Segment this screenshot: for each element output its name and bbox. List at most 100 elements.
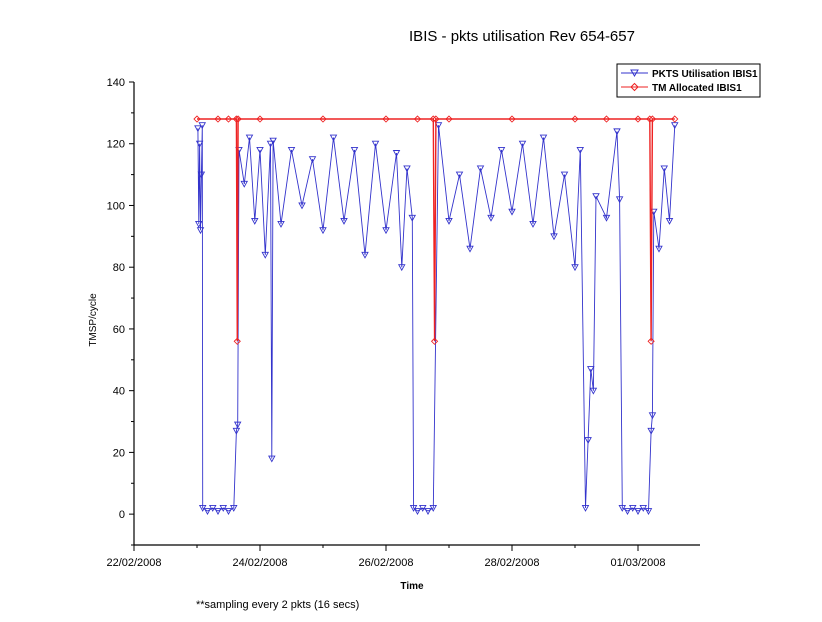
legend: PKTS Utilisation IBIS1 TM Allocated IBIS…: [616, 63, 761, 98]
legend-label-tm: TM Allocated IBIS1: [652, 83, 742, 94]
data-point: [466, 245, 474, 253]
data-point: [429, 505, 438, 512]
plot-area: [193, 115, 679, 515]
data-point: [203, 508, 212, 515]
data-point: [508, 115, 516, 123]
data-point: [581, 505, 590, 512]
data-point: [214, 115, 222, 123]
data-point: [382, 115, 390, 123]
data-point: [340, 217, 348, 225]
data-point: [576, 146, 585, 154]
data-point: [655, 245, 663, 253]
data-point: [539, 134, 548, 142]
data-point: [647, 427, 655, 435]
data-point: [476, 165, 485, 173]
data-point: [298, 202, 306, 210]
data-point: [195, 140, 204, 148]
series-pkts-utilisation: [194, 122, 679, 515]
data-point: [232, 427, 241, 435]
data-point: [550, 233, 558, 241]
data-point: [361, 251, 369, 259]
series-line: [197, 118, 675, 342]
data-point: [445, 217, 453, 225]
chart-title: IBIS - pkts utilisation Rev 654-657: [409, 28, 635, 45]
data-point: [196, 227, 205, 235]
data-point: [648, 412, 657, 420]
data-point: [623, 508, 632, 515]
data-point: [628, 505, 637, 512]
data-point: [602, 214, 611, 222]
y-axis: 0 20 40 60 80 100 120 140: [107, 77, 135, 546]
data-point: [371, 140, 380, 148]
data-point: [487, 214, 495, 222]
data-point: [646, 115, 654, 123]
series-tm-allocated: [193, 115, 679, 345]
x-tick-label: 24/02/2008: [232, 557, 287, 569]
data-point: [424, 508, 432, 515]
data-point: [256, 146, 264, 154]
data-point: [219, 505, 228, 512]
data-point: [455, 171, 464, 179]
data-point: [445, 115, 453, 123]
data-point: [214, 508, 222, 515]
y-tick-label: 20: [113, 447, 125, 459]
data-point: [648, 115, 657, 123]
data-point: [589, 387, 598, 395]
data-point: [418, 505, 427, 512]
data-point: [639, 505, 648, 512]
x-tick-label: 26/02/2008: [358, 557, 413, 569]
data-point: [647, 337, 655, 345]
data-point: [329, 134, 338, 142]
data-point: [432, 115, 440, 123]
data-point: [350, 146, 359, 154]
x-tick-label: 28/02/2008: [484, 557, 539, 569]
data-point: [193, 115, 201, 123]
data-point: [269, 137, 277, 145]
data-point: [277, 221, 285, 228]
legend-box: [616, 63, 761, 98]
y-tick-label: 120: [107, 139, 125, 151]
data-point: [660, 165, 669, 173]
data-point: [586, 366, 595, 373]
legend-marker-tm: [630, 82, 639, 92]
data-point: [232, 115, 241, 123]
data-point: [584, 437, 592, 444]
data-point: [430, 337, 439, 345]
data-point: [408, 214, 417, 222]
x-tick-label: 01/03/2008: [610, 557, 665, 569]
data-point: [198, 122, 207, 130]
data-point: [229, 505, 238, 512]
data-point: [197, 171, 206, 179]
data-point: [670, 122, 679, 130]
data-point: [233, 421, 242, 429]
data-point: [434, 122, 443, 130]
y-tick-label: 140: [107, 77, 125, 89]
data-point: [397, 264, 406, 272]
sampling-note: **sampling every 2 pkts (16 secs): [196, 599, 360, 611]
data-point: [240, 180, 249, 188]
data-point: [602, 115, 611, 123]
data-point: [233, 337, 241, 345]
data-point: [319, 227, 327, 235]
data-point: [618, 505, 627, 512]
x-axis-label: Time: [400, 581, 424, 592]
data-point: [256, 115, 264, 123]
data-point: [319, 115, 327, 123]
data-point: [308, 156, 317, 164]
data-point: [634, 508, 642, 515]
data-point: [571, 264, 579, 272]
legend-marker-pkts: [630, 69, 639, 77]
data-point: [665, 217, 674, 225]
data-point: [508, 208, 516, 216]
data-point: [266, 140, 275, 148]
y-tick-label: 60: [113, 324, 125, 336]
data-point: [644, 508, 653, 515]
y-tick-label: 80: [113, 262, 125, 274]
data-point: [518, 140, 527, 148]
data-point: [560, 171, 569, 179]
data-point: [224, 508, 233, 515]
y-tick-label: 0: [119, 509, 125, 521]
data-point: [529, 221, 537, 228]
data-point: [615, 196, 624, 204]
